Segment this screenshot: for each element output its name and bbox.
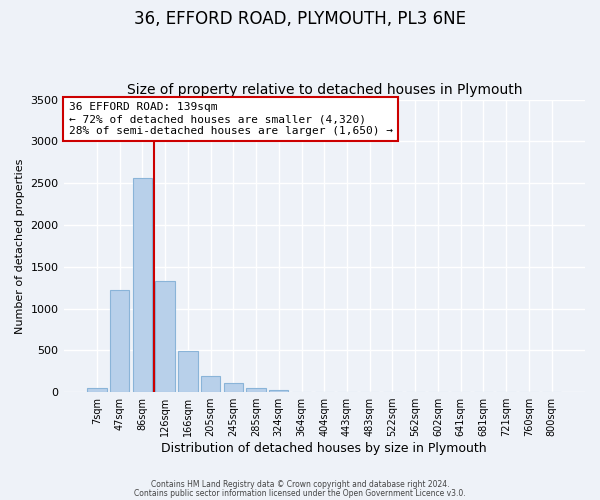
Bar (87, 388, 107, 392)
Bar (201, 376, 220, 392)
Bar (224, 383, 243, 392)
Y-axis label: Number of detached properties: Number of detached properties (15, 158, 25, 334)
Bar (110, 290, 130, 392)
Text: Contains HM Land Registry data © Crown copyright and database right 2024.: Contains HM Land Registry data © Crown c… (151, 480, 449, 489)
Bar (178, 351, 197, 392)
Text: 36 EFFORD ROAD: 139sqm
← 72% of detached houses are smaller (4,320)
28% of semi-: 36 EFFORD ROAD: 139sqm ← 72% of detached… (69, 102, 393, 136)
Bar (133, 178, 152, 392)
Bar (247, 388, 266, 392)
Title: Size of property relative to detached houses in Plymouth: Size of property relative to detached ho… (127, 83, 522, 97)
Bar (155, 281, 175, 392)
Bar (269, 390, 289, 392)
Text: Contains public sector information licensed under the Open Government Licence v3: Contains public sector information licen… (134, 488, 466, 498)
Text: 36, EFFORD ROAD, PLYMOUTH, PL3 6NE: 36, EFFORD ROAD, PLYMOUTH, PL3 6NE (134, 10, 466, 28)
X-axis label: Distribution of detached houses by size in Plymouth: Distribution of detached houses by size … (161, 442, 487, 455)
